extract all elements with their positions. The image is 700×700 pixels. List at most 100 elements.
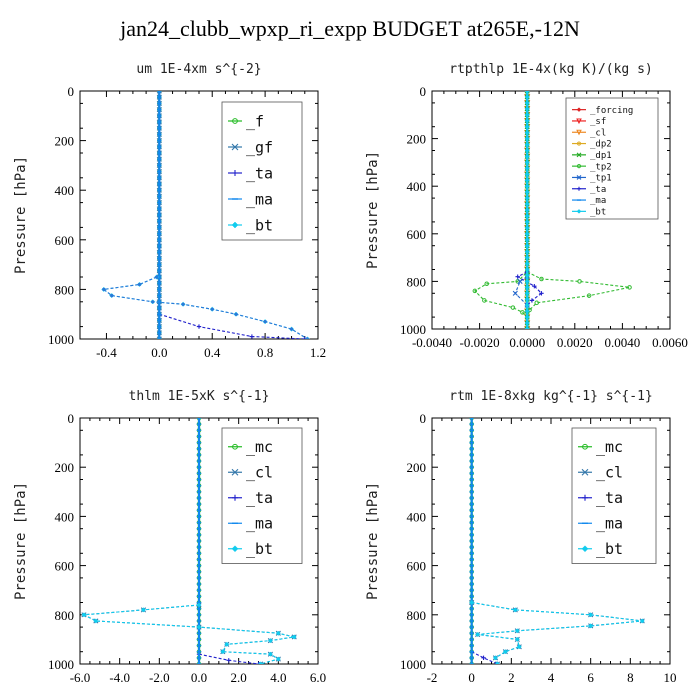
data-point (586, 293, 592, 298)
legend-label: _ma (596, 515, 623, 533)
legend-marker (577, 186, 581, 191)
series-line (82, 604, 295, 664)
data-point (102, 287, 106, 291)
page-title: jan24_clubb_wpxp_ri_expp BUDGET at265E,-… (120, 16, 580, 41)
x-tick-label: 4 (548, 670, 555, 685)
data-point (475, 631, 481, 638)
data-point (524, 213, 530, 219)
legend-label: _ma (246, 190, 273, 208)
data-point (151, 300, 155, 304)
y-tick-label: 600 (55, 559, 75, 574)
y-tick-label: 0 (420, 411, 427, 426)
data-point (532, 283, 537, 289)
x-tick-label: -0.4 (96, 345, 117, 360)
data-point (156, 336, 162, 339)
y-axis-label: Pressure [hPa] (365, 482, 381, 600)
data-point (181, 302, 185, 306)
data-point (210, 307, 214, 311)
data-point (524, 249, 530, 255)
plot-title: um 1E-4xm s^{-2} (136, 62, 261, 77)
plot-panel-2: rtpthlp 1E-4x(kg K)/(kg s) Pressure [hPa]… (365, 62, 688, 350)
data-point (524, 225, 530, 231)
plot-title: rtm 1E-8xkg kg^{-1} s^{-1} (449, 389, 653, 404)
y-tick-label: 0 (420, 84, 427, 99)
data-point (137, 282, 142, 287)
legend-label: _dp2 (590, 140, 612, 150)
legend-label: _cl (596, 464, 623, 482)
data-point (257, 661, 264, 664)
series-layer (469, 418, 645, 664)
data-point (267, 651, 273, 657)
data-point (226, 658, 231, 663)
legend: _forcing_sf_cl _dp2_dp1_tp2 _tp1_ta_ma _bt (565, 97, 659, 220)
y-tick-label: 0 (68, 84, 75, 99)
data-point (524, 124, 530, 130)
legend-marker (232, 443, 238, 450)
legend-label: _tp1 (590, 174, 612, 184)
data-point (524, 106, 530, 112)
y-tick-label: 1000 (48, 332, 74, 347)
series-line (159, 313, 305, 339)
data-point (140, 607, 147, 613)
series-line (82, 604, 295, 664)
data-point (524, 136, 530, 142)
y-tick-label: 400 (55, 509, 75, 524)
y-tick-label: 800 (55, 282, 75, 297)
data-point (524, 272, 530, 279)
legend-label: _ta (590, 185, 606, 195)
data-point (267, 638, 273, 644)
legend-label: _tp2 (590, 162, 612, 172)
data-point (524, 266, 530, 273)
y-tick-label: 400 (407, 509, 427, 524)
x-tick-label: 0.8 (257, 345, 273, 360)
plot-panel-4: rtm 1E-8xkg kg^{-1} s^{-1} Pressure [hPa]… (365, 389, 677, 685)
y-axis-label: Pressure [hPa] (13, 482, 29, 600)
data-point (472, 288, 478, 294)
data-point (539, 291, 544, 296)
legend-marker (231, 221, 239, 229)
data-point (524, 219, 530, 225)
series-layer (81, 418, 297, 664)
x-tick-label: 10 (664, 670, 677, 685)
data-point (515, 274, 520, 279)
legend-marker (582, 443, 588, 450)
data-point (81, 612, 87, 618)
data-point (220, 649, 226, 655)
legend-marker (581, 468, 589, 476)
data-point (234, 312, 238, 316)
legend-marker (576, 118, 582, 125)
legend-marker (576, 152, 582, 158)
plot-panel-3: thlm 1E-5xK s^{-1} Pressure [hPa] 0 200 400 6… (13, 389, 326, 685)
data-point (534, 300, 539, 306)
data-point (524, 260, 530, 267)
x-tick-label: 0 (468, 670, 475, 685)
x-tick-label: 0.0060 (652, 335, 688, 350)
data-point (305, 337, 310, 339)
data-point (627, 285, 632, 290)
data-point (524, 189, 530, 195)
data-point (524, 141, 530, 148)
data-point (524, 326, 530, 329)
data-point (524, 171, 530, 177)
x-tick-label: 0.0040 (605, 335, 641, 350)
data-point (196, 324, 202, 329)
legend: _mc _cl _ta _ma _bt (221, 427, 303, 564)
data-point (524, 201, 530, 207)
data-point (524, 183, 530, 189)
data-point (514, 636, 520, 642)
data-point (224, 641, 230, 647)
legend-marker (232, 170, 238, 176)
data-point (529, 298, 535, 303)
x-tick-label: -0.0020 (460, 335, 500, 350)
legend-label: _mc (246, 438, 273, 456)
data-point (524, 237, 530, 243)
plot-title: rtpthlp 1E-4x(kg K)/(kg s) (449, 62, 653, 77)
y-tick-label: 600 (55, 233, 75, 248)
data-point (196, 602, 202, 608)
data-point (494, 661, 501, 664)
data-point (484, 281, 489, 287)
series-line (471, 601, 643, 664)
x-tick-label: 0.0020 (557, 335, 593, 350)
legend: _f _gf _ta _ma _bt (221, 101, 303, 241)
x-tick-label: -0.0040 (412, 335, 452, 350)
